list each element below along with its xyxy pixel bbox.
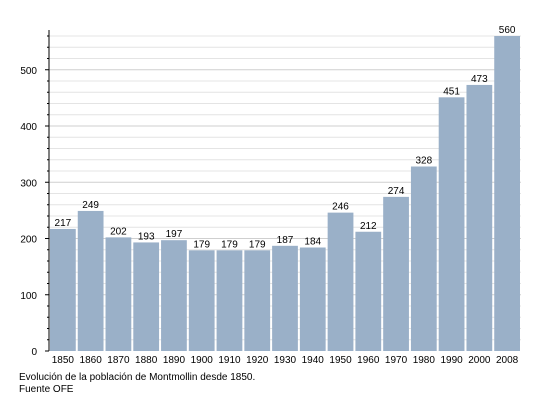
- data-label-1930: 187: [277, 235, 294, 246]
- data-label-1900: 179: [193, 239, 210, 250]
- bar-1960: [355, 231, 382, 351]
- x-tick-label-1850: 1850: [52, 355, 75, 366]
- bar-1910: [216, 250, 243, 351]
- bar-1860: [77, 210, 104, 351]
- bar-2008: [494, 36, 520, 351]
- bar-1890: [161, 240, 187, 351]
- bar-1990: [438, 97, 465, 351]
- bar-1980: [410, 166, 437, 351]
- x-tick-label-1970: 1970: [385, 355, 408, 366]
- bar-1970: [383, 196, 409, 351]
- data-label-1970: 274: [388, 186, 405, 197]
- x-tick-label-1910: 1910: [218, 355, 241, 366]
- x-tick-label-1870: 1870: [107, 355, 130, 366]
- x-tick-label-2000: 2000: [468, 355, 491, 366]
- chart-source: Fuente OFE: [19, 384, 74, 395]
- bar-1930: [272, 245, 298, 351]
- data-label-2000: 473: [471, 74, 488, 85]
- x-tick-label-1900: 1900: [191, 355, 214, 366]
- bar-2000: [466, 84, 493, 351]
- data-label-1880: 193: [138, 231, 155, 242]
- chart-caption: Evolución de la población de Montmollin …: [19, 372, 256, 383]
- x-tick-label-2008: 2008: [496, 355, 519, 366]
- data-label-1940: 184: [304, 237, 321, 248]
- data-label-1920: 179: [249, 239, 266, 250]
- y-tick-label-200: 200: [20, 235, 37, 246]
- data-label-1980: 328: [415, 156, 432, 167]
- y-tick-label-100: 100: [20, 291, 37, 302]
- x-tick-label-1950: 1950: [329, 355, 352, 366]
- bar-1850: [50, 228, 76, 351]
- data-label-1850: 217: [55, 218, 72, 229]
- data-label-1960: 212: [360, 221, 377, 232]
- x-tick-label-1990: 1990: [440, 355, 463, 366]
- data-labels: 217 249 202 193 197 179 179 179 187 184 246 212 274 3…: [55, 25, 516, 250]
- bar-1870: [105, 237, 132, 351]
- bar-1950: [327, 212, 354, 351]
- x-tick-label-1930: 1930: [274, 355, 297, 366]
- y-tick-label-400: 400: [20, 122, 37, 133]
- x-tick-label-1980: 1980: [413, 355, 436, 366]
- data-label-1990: 451: [443, 86, 460, 97]
- bar-1900: [188, 250, 215, 351]
- x-tick-label-1940: 1940: [302, 355, 325, 366]
- x-tick-label-1860: 1860: [80, 355, 103, 366]
- bar-1880: [133, 242, 160, 351]
- y-tick-label-300: 300: [20, 178, 37, 189]
- data-label-1950: 246: [332, 202, 349, 213]
- data-label-1860: 249: [82, 200, 99, 211]
- y-tick-label-0: 0: [31, 347, 37, 358]
- x-tick-label-1880: 1880: [135, 355, 158, 366]
- data-label-2008: 560: [499, 25, 516, 36]
- bar-1940: [299, 247, 326, 351]
- x-tick-label-1960: 1960: [357, 355, 380, 366]
- bar-1920: [244, 250, 271, 351]
- data-label-1870: 202: [110, 226, 127, 237]
- bars: [50, 36, 520, 351]
- x-tick-label-1920: 1920: [246, 355, 269, 366]
- x-tick-label-1890: 1890: [163, 355, 186, 366]
- data-label-1890: 197: [166, 229, 183, 240]
- axes: 1850 1860 1870 1880 1890 1900 1910 1920 1930 1940…: [20, 30, 519, 366]
- y-tick-label-500: 500: [20, 66, 37, 77]
- data-label-1910: 179: [221, 239, 238, 250]
